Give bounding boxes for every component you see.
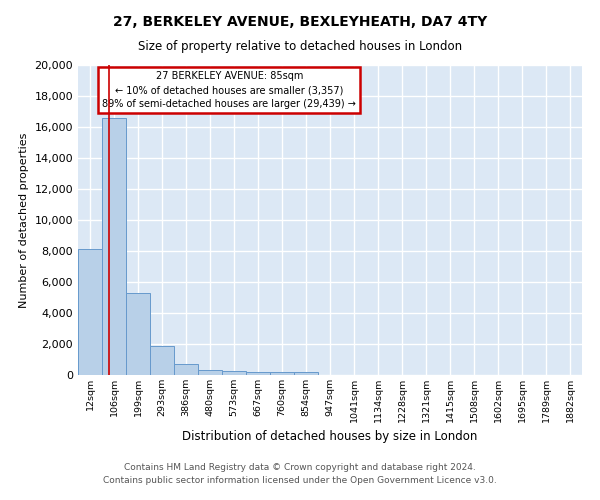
Bar (78, 250, 102, 375)
Text: 27 BERKELEY AVENUE: 85sqm
← 10% of detached houses are smaller (3,357)
89% of se: 27 BERKELEY AVENUE: 85sqm ← 10% of detac… (102, 71, 356, 109)
X-axis label: Distribution of detached houses by size in London: Distribution of detached houses by size … (182, 430, 478, 444)
Text: 27, BERKELEY AVENUE, BEXLEYHEATH, DA7 4TY: 27, BERKELEY AVENUE, BEXLEYHEATH, DA7 4T… (113, 15, 487, 29)
Bar (102, 118, 126, 375)
Bar (246, 372, 270, 375)
Bar (294, 372, 318, 375)
Text: Contains HM Land Registry data © Crown copyright and database right 2024.: Contains HM Land Registry data © Crown c… (124, 464, 476, 472)
Bar (126, 293, 150, 375)
Bar (174, 364, 198, 375)
Text: Contains public sector information licensed under the Open Government Licence v3: Contains public sector information licen… (103, 476, 497, 485)
Bar (222, 371, 246, 375)
Y-axis label: Number of detached properties: Number of detached properties (19, 132, 29, 308)
Bar (150, 346, 174, 375)
Text: Size of property relative to detached houses in London: Size of property relative to detached ho… (138, 40, 462, 53)
Bar (198, 370, 222, 375)
Bar (270, 372, 294, 375)
